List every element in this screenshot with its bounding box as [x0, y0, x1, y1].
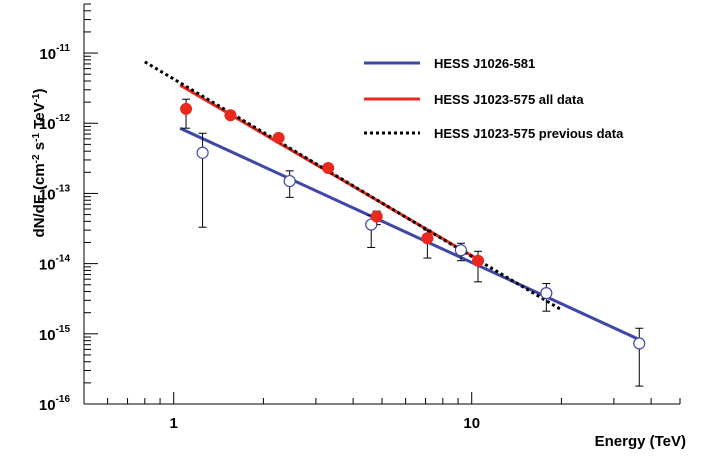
data-point-open — [540, 287, 553, 300]
data-point-filled — [472, 254, 485, 267]
data-point-filled — [421, 232, 434, 245]
data-point-filled — [370, 210, 383, 223]
data-point-filled — [224, 109, 237, 122]
y-tick-exponent: -15 — [56, 324, 71, 335]
y-tick-base: 10 — [39, 327, 56, 344]
y-tick-base: 10 — [39, 116, 56, 133]
y-tick-exponent: -12 — [56, 113, 71, 124]
y-axis-title-part: -1 — [31, 133, 42, 142]
y-axis-title-part: TeV — [31, 102, 48, 133]
y-tick-label: 10-16 — [39, 394, 71, 414]
data-point-filled — [272, 131, 285, 144]
x-tick-label: 1 — [170, 415, 178, 432]
x-tick-label: 10 — [463, 415, 480, 432]
data-points — [180, 102, 646, 350]
y-axis-title: dN/dE (cm-2 s-1 TeV-1) — [31, 89, 49, 238]
legend-label: HESS J1026-581 — [434, 56, 535, 71]
y-tick-label: 10-13 — [39, 183, 71, 203]
y-tick-label: 10-15 — [39, 324, 71, 344]
legend-label: HESS J1023-575 previous data — [434, 126, 624, 141]
y-axis-title-part: -1 — [31, 93, 42, 102]
legend-label: HESS J1023-575 all data — [434, 92, 584, 107]
data-point-filled — [180, 102, 193, 115]
x-axis-title: Energy (TeV) — [595, 433, 686, 450]
fit-line — [144, 60, 563, 312]
y-axis-title-part: s — [31, 142, 48, 155]
y-axis-title-part: dN/dE (cm — [31, 163, 48, 237]
data-point-open — [283, 174, 296, 188]
y-axis-title-part: -2 — [31, 154, 42, 163]
data-point-filled — [322, 162, 335, 175]
y-tick-base: 10 — [39, 186, 56, 203]
y-tick-exponent: -13 — [56, 183, 71, 194]
axis-ticks — [83, 3, 681, 405]
y-tick-exponent: -16 — [56, 394, 71, 405]
y-tick-label: 10-12 — [39, 113, 71, 133]
fit-line — [179, 126, 639, 341]
y-tick-label: 10-14 — [39, 254, 71, 274]
y-axis-title-part: ) — [31, 89, 48, 94]
data-point-open — [633, 337, 646, 350]
data-point-open — [454, 244, 468, 257]
data-point-open — [196, 146, 209, 159]
y-tick-base: 10 — [39, 397, 56, 414]
y-tick-exponent: -14 — [56, 254, 71, 265]
y-tick-label: 10-11 — [39, 43, 70, 63]
y-tick-base: 10 — [39, 257, 56, 274]
y-tick-base: 10 — [39, 46, 56, 63]
data-point-open — [365, 218, 378, 231]
legend: HESS J1026-581 HESS J1023-575 all data HES… — [364, 56, 624, 141]
x-tick-labels: 1 10 — [170, 415, 481, 432]
y-tick-exponent: -11 — [56, 43, 70, 54]
